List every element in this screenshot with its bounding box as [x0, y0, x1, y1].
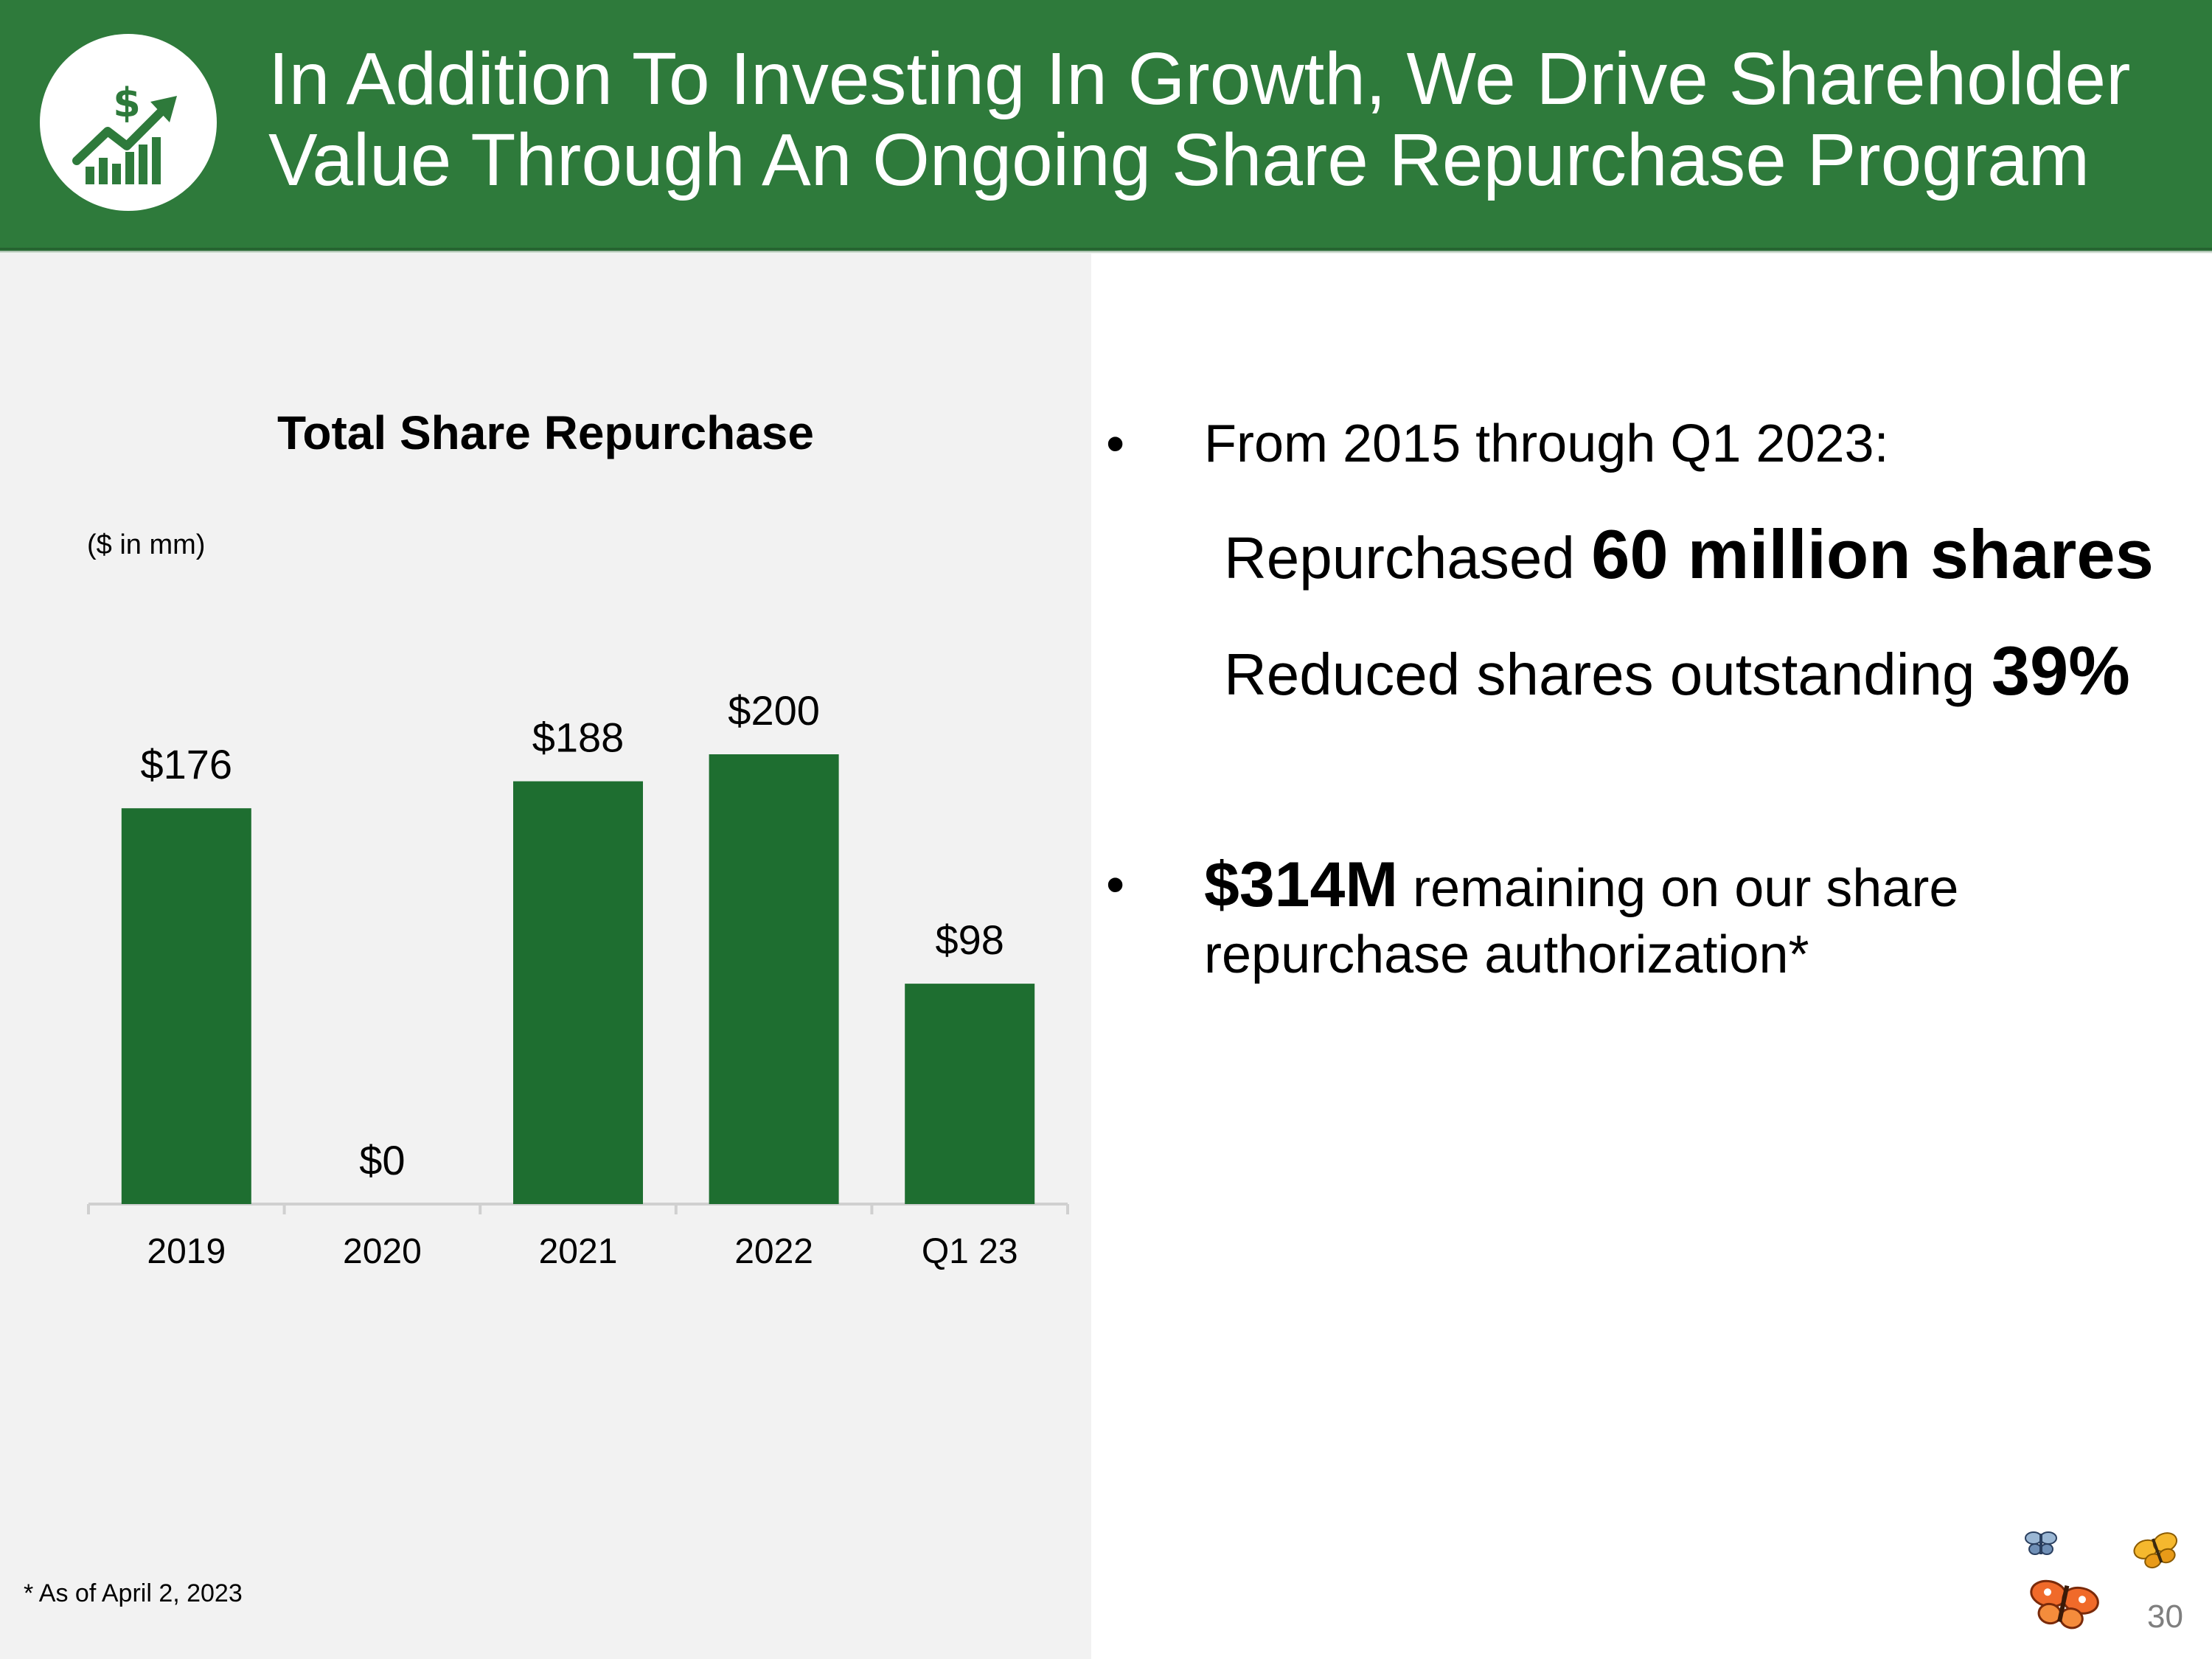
- bullet-dot: •: [1106, 414, 1125, 473]
- data-label-2021: $188: [532, 714, 625, 761]
- page-title: In Addition To Investing In Growth, We D…: [268, 38, 2185, 201]
- sub-bullet-shares: Repurchased 60 million shares: [1224, 515, 2154, 594]
- data-label-q1-23: $98: [935, 917, 1004, 963]
- sub-bullet-shares-prefix: Repurchased: [1224, 525, 1592, 591]
- bullet-history-text: From 2015 through Q1 2023:: [1204, 414, 1889, 473]
- bar-2019: [121, 808, 251, 1204]
- sub-bullet-outstanding: Reduced shares outstanding 39%: [1224, 631, 2130, 711]
- data-label-2019: $176: [141, 741, 233, 787]
- x-tick-label-2021: 2021: [539, 1232, 618, 1271]
- x-tick-label-2020: 2020: [343, 1232, 422, 1271]
- data-label-2022: $200: [728, 687, 820, 734]
- authorization-line2: repurchase authorization*: [1204, 925, 1809, 984]
- authorization-line1: remaining on our share: [1397, 859, 1959, 918]
- bar-q1-23: [905, 984, 1035, 1204]
- data-label-2020: $0: [359, 1137, 405, 1183]
- header-bar: $ In Addition To Investing In Growth, We…: [0, 0, 2212, 251]
- bar-2022: [709, 754, 839, 1204]
- chart-title: Total Share Repurchase: [277, 406, 814, 459]
- footnote: * As of April 2, 2023: [24, 1579, 243, 1607]
- bar-2021: [513, 781, 643, 1204]
- page-number: 30: [2147, 1599, 2183, 1635]
- sub-bullet-shares-value: 60 million shares: [1591, 515, 2154, 593]
- sub-bullet-outstanding-prefix: Reduced shares outstanding: [1224, 641, 1992, 707]
- svg-text:$: $: [113, 80, 141, 126]
- butterflies-logo: [2025, 1531, 2178, 1630]
- bar-chart: $176 2019 $0 2020 $188 2021 $200 2022 $98 Q1 23: [87, 687, 1069, 1271]
- bullet-authorization-text: $314M remaining on our share repurchase …: [1204, 852, 1958, 988]
- x-tick-label-2022: 2022: [734, 1232, 813, 1271]
- units-label: ($ in mm): [87, 529, 206, 560]
- bullet-dot: •: [1106, 855, 1125, 914]
- title-line-1: In Addition To Investing In Growth, We D…: [268, 38, 2131, 120]
- x-tick-label-q1-23: Q1 23: [922, 1232, 1018, 1271]
- title-line-2: Value Through An Ongoing Share Repurchas…: [268, 119, 2090, 201]
- x-tick-label-2019: 2019: [147, 1232, 226, 1271]
- growth-chart-dollar-icon: $: [40, 34, 217, 211]
- header-shadow: [0, 248, 2212, 254]
- authorization-amount: $314M: [1204, 849, 1398, 920]
- sub-bullet-outstanding-value: 39%: [1991, 632, 2130, 709]
